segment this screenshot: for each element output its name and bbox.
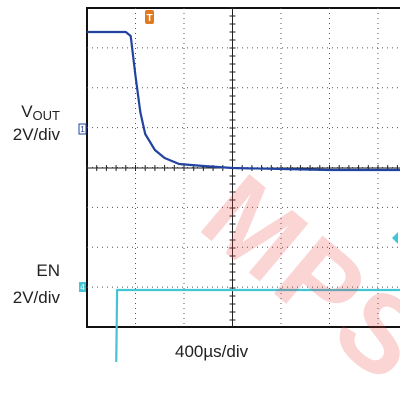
- trace-en: [115, 288, 400, 362]
- svg-text:T: T: [146, 13, 152, 24]
- en-scale-label: 2V/div: [12, 288, 60, 307]
- time-scale-label: 400µs/div: [175, 342, 249, 361]
- svg-text:1: 1: [80, 125, 85, 134]
- en-channel-marker: 4: [79, 282, 86, 292]
- markers: 1 4 T: [78, 10, 398, 292]
- en-channel-label: EN: [36, 261, 60, 280]
- vout-scale-label: 2V/div: [12, 125, 60, 144]
- vout-channel-label: VOUT: [21, 102, 60, 124]
- trace-vout: [87, 30, 400, 172]
- scope-plot: 1 4 T: [78, 7, 400, 362]
- trigger-marker: T: [145, 10, 154, 24]
- vout-channel-marker: 1: [78, 123, 87, 135]
- en-level-arrow: [392, 232, 398, 244]
- svg-text:4: 4: [80, 283, 85, 292]
- traces: [87, 30, 400, 362]
